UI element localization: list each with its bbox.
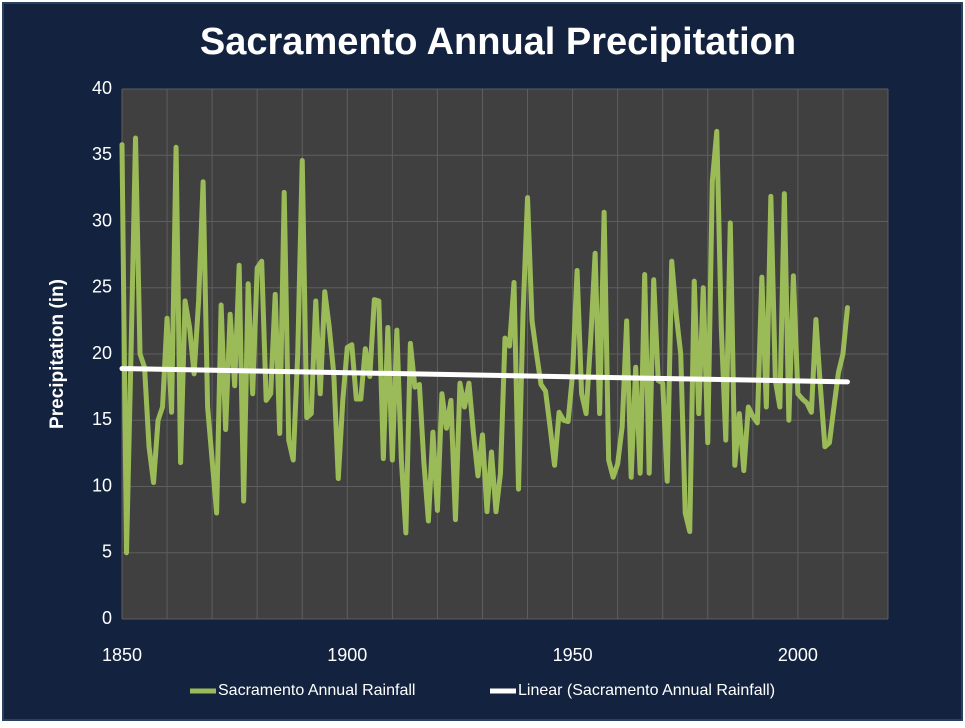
legend-label: Linear (Sacramento Annual Rainfall) bbox=[518, 682, 775, 699]
y-tick-label: 35 bbox=[92, 144, 112, 164]
y-tick-label: 0 bbox=[102, 608, 112, 628]
y-tick-label: 20 bbox=[92, 343, 112, 363]
y-tick-label: 30 bbox=[92, 210, 112, 230]
y-axis-label: Precipitation (in) bbox=[47, 279, 68, 429]
x-tick-label: 1900 bbox=[327, 645, 367, 665]
x-tick-label: 1850 bbox=[102, 645, 142, 665]
data-line bbox=[119, 128, 850, 556]
trend-line bbox=[119, 366, 850, 385]
legend-label: Sacramento Annual Rainfall bbox=[218, 682, 415, 699]
chart-title: Sacramento Annual Precipitation bbox=[200, 21, 796, 63]
y-tick-label: 15 bbox=[92, 409, 112, 429]
y-tick-label: 40 bbox=[92, 78, 112, 98]
x-tick-label: 1950 bbox=[553, 645, 593, 665]
y-tick-label: 10 bbox=[92, 475, 112, 495]
x-tick-label: 2000 bbox=[778, 645, 818, 665]
y-tick-label: 5 bbox=[102, 542, 112, 562]
y-tick-label: 25 bbox=[92, 277, 112, 297]
